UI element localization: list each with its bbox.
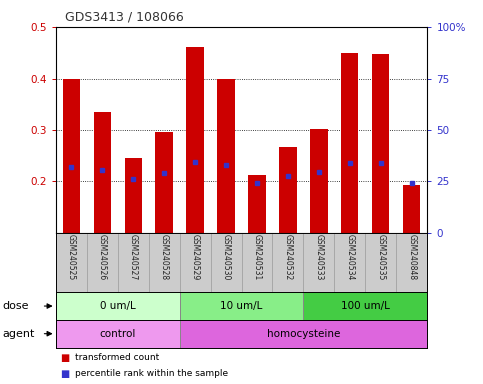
Bar: [56, 320, 180, 348]
Bar: [156, 132, 172, 233]
Text: control: control: [99, 329, 136, 339]
Text: GSM240532: GSM240532: [284, 235, 293, 281]
Text: ■: ■: [60, 353, 70, 362]
Text: GSM240528: GSM240528: [159, 235, 169, 281]
Text: GSM240848: GSM240848: [408, 235, 416, 281]
Text: GDS3413 / 108066: GDS3413 / 108066: [65, 10, 184, 23]
Text: GSM240527: GSM240527: [128, 235, 138, 281]
Bar: [186, 47, 203, 233]
Bar: [217, 79, 235, 233]
Text: percentile rank within the sample: percentile rank within the sample: [75, 369, 228, 378]
Bar: [311, 129, 327, 233]
Text: GSM240525: GSM240525: [67, 235, 75, 281]
Text: 100 um/L: 100 um/L: [341, 301, 390, 311]
Text: GSM240534: GSM240534: [345, 235, 355, 281]
Bar: [94, 112, 111, 233]
Bar: [125, 158, 142, 233]
Bar: [62, 79, 80, 233]
Text: ■: ■: [60, 369, 70, 379]
Bar: [248, 175, 266, 233]
Bar: [280, 147, 297, 233]
Text: 0 um/L: 0 um/L: [99, 301, 135, 311]
Text: GSM240531: GSM240531: [253, 235, 261, 281]
Text: GSM240533: GSM240533: [314, 235, 324, 281]
Text: dose: dose: [2, 301, 29, 311]
Bar: [56, 292, 180, 320]
Bar: [403, 185, 421, 233]
Text: 10 um/L: 10 um/L: [220, 301, 263, 311]
Bar: [180, 320, 427, 348]
Bar: [303, 292, 427, 320]
Bar: [341, 53, 358, 233]
Text: transformed count: transformed count: [75, 353, 159, 362]
Text: homocysteine: homocysteine: [267, 329, 340, 339]
Text: agent: agent: [2, 329, 35, 339]
Bar: [180, 292, 303, 320]
Text: GSM240526: GSM240526: [98, 235, 107, 281]
Bar: [372, 54, 389, 233]
Text: GSM240530: GSM240530: [222, 235, 230, 281]
Text: GSM240535: GSM240535: [376, 235, 385, 281]
Text: GSM240529: GSM240529: [190, 235, 199, 281]
